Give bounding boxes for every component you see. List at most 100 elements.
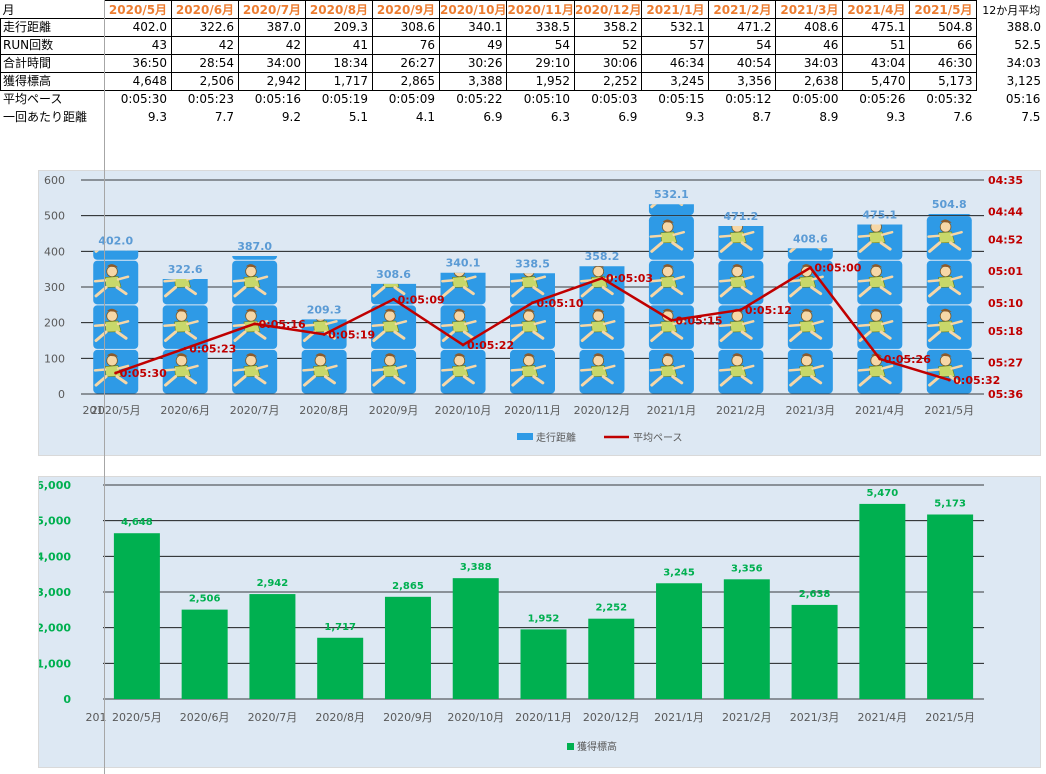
table-cell[interactable]: 28:54 — [171, 54, 239, 73]
month-header[interactable]: 2020/12月 — [573, 0, 643, 19]
table-cell[interactable]: 340.1 — [438, 18, 508, 37]
table-cell[interactable]: 52 — [573, 36, 643, 55]
table-cell[interactable]: 29:10 — [506, 54, 575, 73]
table-cell[interactable]: 322.6 — [171, 18, 239, 37]
table-cell[interactable]: 3,356 — [708, 72, 777, 91]
table-cell[interactable]: 5,173 — [909, 72, 978, 91]
row-label[interactable]: 一回あたり距離 — [3, 110, 88, 124]
row-label[interactable]: 走行距離 — [0, 18, 105, 37]
table-cell[interactable]: 0:05:22 — [456, 92, 503, 106]
table-cell[interactable]: 338.5 — [506, 18, 575, 37]
table-cell[interactable]: 209.3 — [305, 18, 373, 37]
table-cell[interactable]: 43:04 — [842, 54, 911, 73]
table-cell[interactable]: 2,638 — [775, 72, 844, 91]
table-cell[interactable]: 46 — [775, 36, 844, 55]
table-cell[interactable]: 34:00 — [238, 54, 306, 73]
table-cell[interactable]: 0:05:23 — [187, 92, 234, 106]
month-header[interactable]: 2020/9月 — [372, 0, 440, 19]
avg-header[interactable]: 12か月平均 — [982, 3, 1041, 17]
month-header[interactable]: 2021/5月 — [909, 0, 978, 19]
table-cell[interactable]: 46:30 — [909, 54, 978, 73]
month-header[interactable]: 2021/3月 — [775, 0, 844, 19]
distance-pace-chart[interactable]: 0 100 200 300 400 500 600 04:35 04:44 04:52 05:01 0… — [38, 170, 1041, 456]
table-cell[interactable]: 6.3 — [550, 110, 570, 124]
row-label[interactable]: 獲得標高 — [0, 72, 105, 91]
table-cell[interactable]: 9.3 — [886, 110, 906, 124]
table-cell[interactable]: 3,388 — [438, 72, 508, 91]
table-cell[interactable]: 43 — [104, 36, 172, 55]
table-cell[interactable]: 0:05:30 — [120, 92, 167, 106]
table-cell[interactable]: 504.8 — [909, 18, 978, 37]
table-cell[interactable]: 1,717 — [305, 72, 373, 91]
table-cell[interactable]: 532.1 — [641, 18, 710, 37]
table-cell[interactable]: 26:27 — [372, 54, 440, 73]
table-cell[interactable]: 5.1 — [348, 110, 368, 124]
table-cell[interactable]: 0:05:09 — [388, 92, 435, 106]
month-header[interactable]: 2020/7月 — [238, 0, 306, 19]
month-header[interactable]: 2021/1月 — [641, 0, 710, 19]
avg-cell[interactable]: 05:16 — [1005, 92, 1041, 106]
table-cell[interactable]: 5,470 — [842, 72, 911, 91]
table-cell[interactable]: 54 — [708, 36, 777, 55]
table-cell[interactable]: 34:03 — [775, 54, 844, 73]
table-cell[interactable]: 0:05:19 — [321, 92, 368, 106]
elevation-chart[interactable]: 0 1,000 2,000 3,000 4,000 5,000 6,000 4,648 2,50… — [36, 476, 1041, 768]
table-cell[interactable]: 0:05:15 — [658, 92, 705, 106]
table-cell[interactable]: 2,865 — [372, 72, 440, 91]
table-cell[interactable]: 2,506 — [171, 72, 239, 91]
table-cell[interactable]: 6.9 — [483, 110, 503, 124]
table-cell[interactable]: 46:34 — [641, 54, 710, 73]
row-label[interactable]: 平均ペース — [3, 92, 63, 106]
month-header[interactable]: 2021/4月 — [842, 0, 911, 19]
table-cell[interactable]: 2,252 — [573, 72, 643, 91]
month-header[interactable]: 2020/10月 — [438, 0, 508, 19]
table-cell[interactable]: 475.1 — [842, 18, 911, 37]
table-cell[interactable]: 30:26 — [438, 54, 508, 73]
table-cell[interactable]: 0:05:00 — [792, 92, 839, 106]
table-cell[interactable]: 66 — [909, 36, 978, 55]
table-cell[interactable]: 8.7 — [752, 110, 772, 124]
avg-cell[interactable]: 34:03 — [976, 54, 1045, 73]
row-label[interactable]: 合計時間 — [0, 54, 105, 73]
table-cell[interactable]: 40:54 — [708, 54, 777, 73]
table-cell[interactable]: 0:05:10 — [523, 92, 570, 106]
avg-cell[interactable]: 388.0 — [976, 18, 1045, 37]
table-cell[interactable]: 0:05:12 — [725, 92, 772, 106]
table-cell[interactable]: 9.3 — [147, 110, 167, 124]
table-cell[interactable]: 30:06 — [573, 54, 643, 73]
table-cell[interactable]: 471.2 — [708, 18, 777, 37]
table-cell[interactable]: 42 — [171, 36, 239, 55]
table-cell[interactable]: 8.9 — [819, 110, 839, 124]
table-cell[interactable]: 76 — [372, 36, 440, 55]
avg-cell[interactable]: 52.5 — [976, 36, 1045, 55]
table-cell[interactable]: 0:05:03 — [591, 92, 638, 106]
table-cell[interactable]: 51 — [842, 36, 911, 55]
table-cell[interactable]: 308.6 — [372, 18, 440, 37]
table-cell[interactable]: 57 — [641, 36, 710, 55]
table-cell[interactable]: 9.3 — [685, 110, 705, 124]
month-header[interactable]: 2021/2月 — [708, 0, 777, 19]
table-cell[interactable]: 0:05:32 — [926, 92, 973, 106]
table-cell[interactable]: 36:50 — [104, 54, 172, 73]
table-cell[interactable]: 7.6 — [953, 110, 973, 124]
month-header[interactable]: 2020/11月 — [506, 0, 575, 19]
table-cell[interactable]: 49 — [438, 36, 508, 55]
table-cell[interactable]: 18:34 — [305, 54, 373, 73]
table-cell[interactable]: 54 — [506, 36, 575, 55]
table-cell[interactable]: 3,245 — [641, 72, 710, 91]
table-cell[interactable]: 4.1 — [415, 110, 435, 124]
month-header[interactable]: 2020/5月 — [104, 0, 172, 19]
table-cell[interactable]: 0:05:26 — [859, 92, 906, 106]
table-cell[interactable]: 408.6 — [775, 18, 844, 37]
table-cell[interactable]: 7.7 — [214, 110, 234, 124]
table-cell[interactable]: 4,648 — [104, 72, 172, 91]
avg-cell[interactable]: 7.5 — [1021, 110, 1041, 124]
table-cell[interactable]: 9.2 — [281, 110, 301, 124]
table-cell[interactable]: 1,952 — [506, 72, 575, 91]
table-cell[interactable]: 6.9 — [618, 110, 638, 124]
table-cell[interactable]: 2,942 — [238, 72, 306, 91]
corner-label[interactable]: 月 — [2, 2, 15, 17]
table-cell[interactable]: 0:05:16 — [254, 92, 301, 106]
table-cell[interactable]: 42 — [238, 36, 306, 55]
table-cell[interactable]: 387.0 — [238, 18, 306, 37]
